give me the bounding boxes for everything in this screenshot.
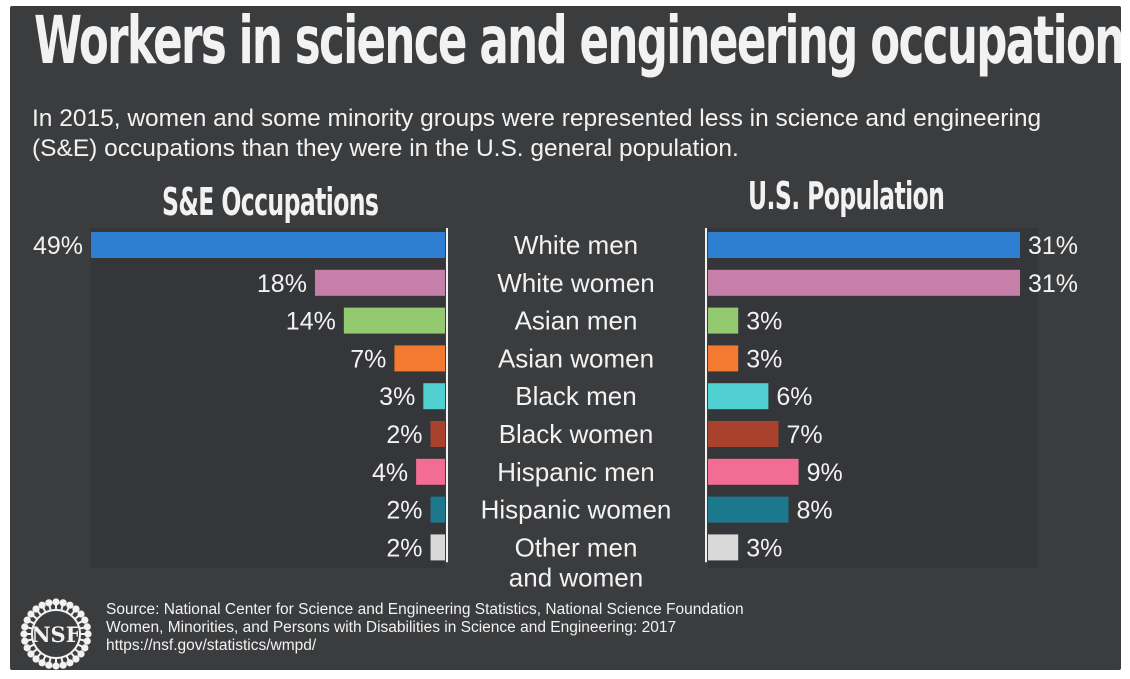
source-line-2: Women, Minorities, and Persons with Disa… xyxy=(106,619,677,636)
population-value-label: 7% xyxy=(786,421,822,449)
butterfly-bar-chart: 49% 31% White men 18% 31% White women 14% 3% Asi… xyxy=(33,228,1078,592)
se-value-label: 3% xyxy=(379,383,415,411)
series-heading-se-occupations: S&E Occupations xyxy=(162,180,379,224)
se-bar xyxy=(314,269,445,296)
se-value-label: 2% xyxy=(386,497,422,525)
population-value-label: 31% xyxy=(1028,270,1078,298)
se-bar xyxy=(416,458,445,485)
population-bar xyxy=(708,534,739,561)
se-value-label: 2% xyxy=(386,534,422,562)
nsf-logo-text: NSF xyxy=(31,622,80,647)
population-bar xyxy=(708,345,739,372)
population-bar xyxy=(708,269,1020,296)
category-label: Hispanic women xyxy=(481,495,672,525)
source-line-3: https://nsf.gov/statistics/wmpd/ xyxy=(106,637,317,654)
source-line-1: Source: National Center for Science and … xyxy=(106,601,744,618)
category-label: White women xyxy=(497,268,655,298)
population-bar xyxy=(708,496,789,523)
subtitle: In 2015, women and some minority groups … xyxy=(32,105,1042,162)
infographic-panel: Workers in science and engineering occup… xyxy=(10,6,1121,670)
population-value-label: 9% xyxy=(807,459,843,487)
category-label: Black women xyxy=(499,419,654,449)
category-label: Hispanic men xyxy=(497,457,655,487)
se-value-label: 2% xyxy=(386,421,422,449)
population-value-label: 3% xyxy=(746,345,782,373)
nsf-logo-icon: NSF xyxy=(20,598,92,670)
population-value-label: 3% xyxy=(746,534,782,562)
population-bar xyxy=(708,232,1020,258)
population-bar xyxy=(708,458,799,485)
source-note: Source: National Center for Science and … xyxy=(106,601,744,655)
se-value-label: 4% xyxy=(372,459,408,487)
se-value-label: 49% xyxy=(33,232,83,260)
category-label: White men xyxy=(514,230,638,260)
population-bar xyxy=(708,307,739,334)
se-bar xyxy=(430,496,445,523)
population-value-label: 8% xyxy=(797,497,833,525)
se-bar xyxy=(343,307,445,334)
se-bar xyxy=(430,534,445,561)
series-heading-us-population: U.S. Population xyxy=(748,174,945,218)
population-value-label: 31% xyxy=(1028,232,1078,260)
se-bar xyxy=(423,383,445,410)
se-value-label: 18% xyxy=(257,270,307,298)
se-bar xyxy=(430,421,445,447)
se-value-label: 14% xyxy=(286,308,336,336)
category-label: Asian women xyxy=(498,343,654,373)
se-value-label: 7% xyxy=(350,345,386,373)
population-bar xyxy=(708,421,779,447)
population-bar xyxy=(708,383,769,410)
se-bar xyxy=(394,345,445,372)
se-bar xyxy=(91,232,445,258)
category-label: Asian men xyxy=(515,306,638,336)
population-value-label: 6% xyxy=(776,383,812,411)
population-value-label: 3% xyxy=(746,308,782,336)
category-label: Other men and women xyxy=(509,532,643,592)
category-label: Black men xyxy=(515,381,636,411)
